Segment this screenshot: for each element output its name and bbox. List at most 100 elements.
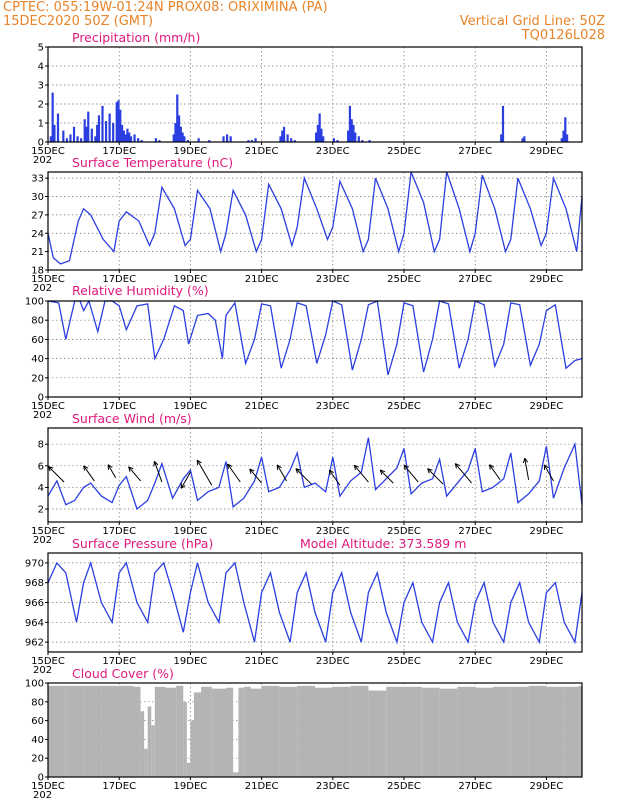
precip-bar (350, 119, 353, 142)
precip-bar (72, 126, 76, 142)
precip-bar (222, 136, 225, 142)
wind-arrow-head (455, 463, 461, 467)
precip-bar (137, 138, 140, 142)
wind-year-fragment: 202 (33, 535, 52, 546)
precip-bar (368, 140, 371, 142)
temp-ytick-label: 30 (31, 192, 44, 203)
precip-bar (97, 115, 101, 142)
cloud-bar (493, 686, 511, 777)
precip-ytick-label: 3 (38, 81, 44, 92)
wind-arrow (489, 464, 501, 481)
precip-bar (352, 124, 355, 142)
wind-arrow-head (380, 469, 386, 473)
pressure-xtick-label: 15DEC (31, 656, 65, 667)
wind-arrow-head (276, 464, 282, 469)
cloud-bar (144, 748, 148, 777)
precip-bar (348, 105, 352, 142)
precip-bar (112, 123, 115, 142)
rh-xtick-label: 17DEC (102, 401, 136, 412)
wind-arrow-head (249, 468, 255, 472)
temp-xtick-label: 27DEC (458, 274, 492, 285)
pressure-xtick-label: 27DEC (458, 656, 492, 667)
precip-bar (254, 138, 257, 142)
precip-bar (250, 140, 254, 142)
cloud-bar (65, 685, 84, 777)
temp-xtick-label: 23DEC (316, 274, 350, 285)
wind-arrow-head (403, 465, 406, 471)
precip-bar (126, 128, 129, 142)
wind-arrow (427, 468, 444, 485)
cloud-bar (510, 686, 529, 777)
precip-bar (336, 140, 339, 142)
wind-arrow-head (196, 459, 202, 464)
wind-xtick-label: 25DEC (387, 526, 421, 537)
cloud-xtick-label: 15DEC (31, 781, 65, 792)
pressure-ytick-label: 970 (25, 558, 44, 569)
precip-bar (197, 138, 200, 142)
precip-bar (361, 140, 364, 142)
cloud-bar (183, 701, 187, 777)
wind-arrow (295, 468, 312, 485)
precip-bar (94, 136, 97, 142)
precip-bar (69, 134, 72, 142)
cloud-xtick-label: 25DEC (387, 781, 421, 792)
wind-arrow-head (153, 461, 155, 467)
wind-arrow (227, 463, 241, 483)
cloud-ytick-label: 40 (31, 735, 44, 746)
cloud-bar (140, 711, 145, 777)
precip-bar (501, 105, 505, 142)
rh-series-line (47, 299, 583, 376)
temp-ytick-label: 24 (31, 229, 44, 240)
wind-arrow-head (47, 466, 51, 472)
pressure-xtick-label: 19DEC (174, 656, 208, 667)
precip-bar (154, 138, 157, 142)
wind-xtick-label: 17DEC (102, 526, 136, 537)
cloud-bar (386, 686, 404, 777)
wind-arrow-shaft (128, 466, 141, 482)
pressure-xtick-label: 21DEC (245, 656, 279, 667)
temp-title: Surface Temperature (nC) (72, 155, 233, 170)
temp-xtick-label: 21DEC (245, 274, 279, 285)
cloud-bar (233, 772, 239, 777)
precip-bar (129, 136, 133, 142)
rh-ytick-label: 100 (25, 297, 44, 308)
wind-xtick-label: 27DEC (458, 526, 492, 537)
precip-xtick-label: 23DEC (316, 146, 350, 157)
wind-arrow-shaft (524, 458, 530, 480)
pressure-ytick-label: 964 (25, 618, 44, 629)
precip-bar (56, 113, 60, 142)
precip-ytick-label: 5 (38, 43, 44, 54)
rh-xtick-label: 19DEC (174, 401, 208, 412)
cloud-bar (193, 692, 202, 777)
precip-xtick-label: 27DEC (458, 146, 492, 157)
cloud-bar (243, 686, 251, 777)
wind-arrow-head (489, 464, 491, 470)
precip-bar (286, 134, 289, 142)
cloud-bar (297, 685, 315, 777)
precip-xtick-label: 29DEC (530, 146, 564, 157)
pressure-title: Surface Pressure (hPa) (72, 536, 213, 551)
cloud-ytick-label: 20 (31, 754, 44, 765)
wind-xtick-label: 15DEC (31, 526, 65, 537)
precip-bar (229, 136, 232, 142)
pressure-xtick-label: 17DEC (102, 656, 136, 667)
precip-bar (181, 132, 184, 142)
wind-arrow-head (329, 469, 334, 473)
temp-xtick-label: 15DEC (31, 274, 65, 285)
wind-arrow (47, 465, 65, 483)
precip-bar (87, 111, 90, 142)
wind-arrow-shaft (180, 472, 191, 489)
wind-arrow (403, 464, 419, 483)
pressure-xtick-label: 23DEC (316, 656, 350, 667)
cloud-bar (315, 687, 333, 777)
cloud-bar (475, 687, 493, 777)
wind-arrow (522, 457, 530, 480)
rh-ytick-label: 80 (31, 316, 44, 327)
cloud-bar (211, 688, 226, 777)
wind-arrow-head (543, 464, 549, 469)
pressure-frame (47, 552, 583, 653)
wind-arrow (83, 465, 95, 482)
precip-bar (293, 140, 296, 142)
precip-ytick-label: 0 (38, 138, 44, 149)
precip-bar (523, 136, 526, 142)
